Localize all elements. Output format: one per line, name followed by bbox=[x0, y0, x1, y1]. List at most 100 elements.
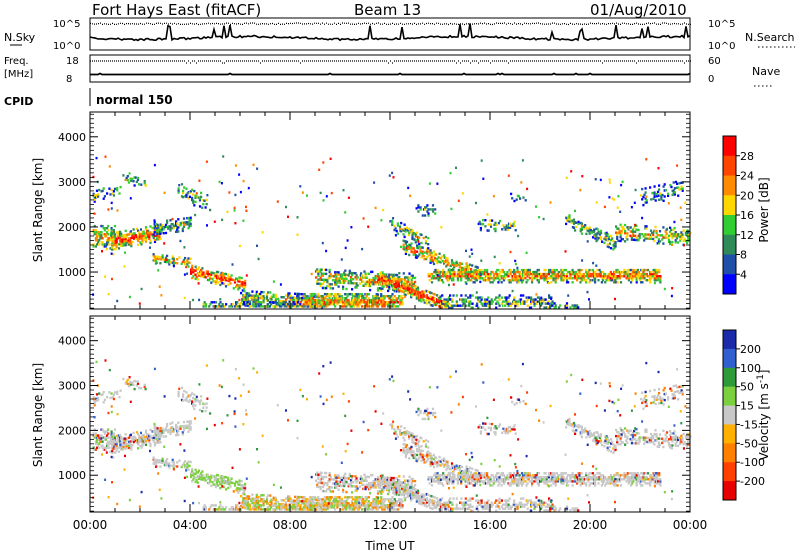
power-cell bbox=[231, 303, 234, 306]
velocity-cell bbox=[134, 380, 137, 383]
power-cell bbox=[684, 239, 687, 243]
power-cell bbox=[679, 237, 682, 240]
power-cell bbox=[452, 272, 455, 276]
velocity-cell bbox=[214, 485, 217, 489]
power-cell bbox=[594, 237, 597, 240]
velocity-cell bbox=[148, 434, 151, 438]
power-cell bbox=[357, 297, 360, 300]
power-cell bbox=[444, 304, 447, 307]
power-cell bbox=[306, 194, 308, 197]
power-cell bbox=[299, 301, 302, 304]
colorbar-tick-label: 28 bbox=[740, 150, 754, 163]
power-cell bbox=[354, 272, 357, 275]
power-cell bbox=[388, 281, 391, 284]
power-cell bbox=[233, 281, 237, 284]
power-cell bbox=[354, 297, 357, 300]
power-cell bbox=[455, 264, 458, 268]
power-cell bbox=[459, 298, 462, 301]
power-cell bbox=[338, 295, 341, 298]
power-cell bbox=[196, 268, 199, 271]
power-cell bbox=[177, 191, 180, 194]
power-cell bbox=[401, 290, 404, 293]
power-cell bbox=[545, 279, 548, 282]
power-cell bbox=[599, 229, 603, 233]
power-cell bbox=[577, 268, 580, 272]
power-cell bbox=[460, 279, 463, 282]
power-cell bbox=[507, 275, 510, 278]
power-cell bbox=[449, 171, 452, 175]
power-cell bbox=[330, 283, 333, 286]
power-cell bbox=[361, 247, 364, 251]
power-cell bbox=[398, 272, 401, 275]
power-cell bbox=[491, 270, 494, 274]
power-cell bbox=[137, 243, 140, 247]
velocity-cell bbox=[213, 479, 216, 482]
power-cell bbox=[461, 275, 464, 278]
power-cell bbox=[345, 305, 348, 308]
power-cell bbox=[420, 241, 423, 245]
velocity-cell bbox=[213, 504, 216, 507]
power-cell bbox=[192, 199, 195, 202]
power-cell bbox=[501, 300, 505, 303]
power-cell bbox=[636, 275, 639, 278]
power-cell bbox=[155, 255, 159, 258]
power-cell bbox=[255, 303, 258, 306]
power-cell bbox=[482, 177, 485, 180]
velocity-cell bbox=[124, 447, 127, 450]
power-cell bbox=[421, 246, 424, 249]
power-cell bbox=[398, 279, 402, 282]
power-cell bbox=[455, 261, 458, 264]
power-cell bbox=[661, 193, 664, 197]
power-cell bbox=[590, 231, 594, 234]
power-cell bbox=[106, 243, 109, 246]
power-cell bbox=[411, 276, 414, 279]
power-cell bbox=[278, 299, 281, 303]
velocity-cell bbox=[176, 431, 179, 435]
power-cell bbox=[92, 245, 95, 248]
velocity-cell bbox=[169, 422, 172, 425]
power-cell bbox=[328, 285, 331, 288]
velocity-cell bbox=[108, 391, 111, 394]
velocity-cell bbox=[143, 435, 146, 439]
power-cell bbox=[488, 279, 491, 282]
velocity-cell bbox=[328, 500, 331, 503]
power-cell bbox=[261, 231, 264, 234]
velocity-cell bbox=[326, 507, 329, 510]
power-cell bbox=[398, 295, 401, 298]
velocity-cell bbox=[150, 436, 153, 439]
power-cell bbox=[452, 283, 455, 286]
power-cell bbox=[348, 269, 351, 273]
velocity-cell bbox=[158, 429, 161, 433]
power-cell bbox=[382, 285, 385, 288]
power-cell bbox=[514, 270, 517, 274]
power-cell bbox=[568, 216, 571, 219]
power-cell bbox=[111, 236, 114, 239]
date-label: 01/Aug/2010 bbox=[590, 1, 687, 19]
power-cell bbox=[260, 290, 263, 294]
power-cell bbox=[681, 235, 684, 238]
power-cell bbox=[433, 293, 436, 296]
power-cell bbox=[473, 275, 476, 278]
power-cell bbox=[420, 256, 423, 259]
power-cell bbox=[530, 298, 533, 301]
velocity-cell bbox=[227, 478, 230, 482]
velocity-cell bbox=[289, 497, 292, 500]
power-cell bbox=[595, 201, 598, 204]
power-cell bbox=[191, 188, 194, 192]
power-cell bbox=[503, 226, 506, 229]
power-cell bbox=[570, 170, 573, 173]
power-cell bbox=[674, 180, 678, 184]
velocity-cell bbox=[309, 498, 312, 501]
power-cell bbox=[593, 230, 596, 233]
power-cell bbox=[656, 234, 659, 237]
power-cell bbox=[477, 296, 480, 299]
power-cell bbox=[586, 240, 589, 243]
power-cell bbox=[622, 227, 626, 231]
power-cell bbox=[619, 275, 623, 278]
velocity-cell bbox=[139, 438, 142, 441]
power-cell bbox=[540, 272, 543, 276]
power-cell bbox=[354, 303, 357, 306]
power-cell bbox=[266, 303, 269, 306]
velocity-cell bbox=[186, 395, 189, 399]
power-cell bbox=[520, 181, 523, 184]
